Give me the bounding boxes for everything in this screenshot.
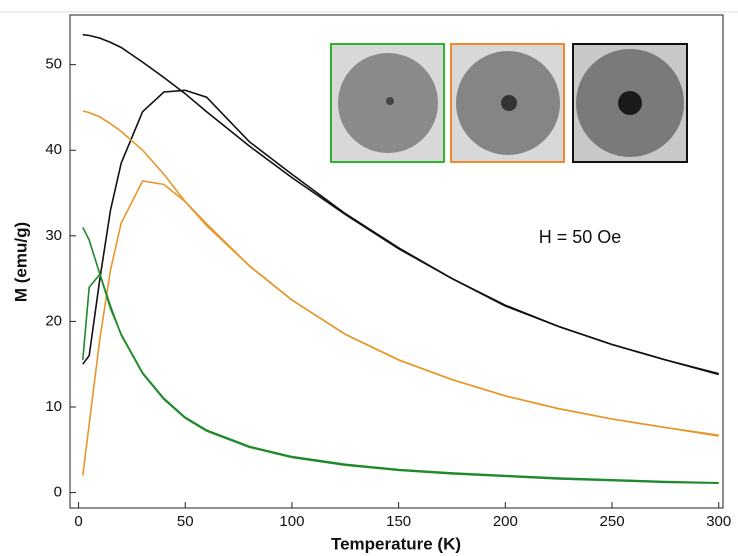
data-line [82, 89, 719, 376]
y-tick-label: 20 [45, 312, 62, 329]
y-tick-label: 10 [45, 398, 62, 415]
y-tick-label: 50 [45, 56, 62, 73]
inset-core [618, 91, 642, 115]
insets [330, 43, 688, 163]
inset-core [501, 95, 517, 111]
data-line [82, 272, 719, 484]
data-line [82, 226, 719, 484]
plot-frame [69, 14, 724, 509]
x-tick-label: 250 [600, 513, 625, 530]
y-tick-label: 40 [45, 141, 62, 158]
annotation: H = 50 Oe [539, 227, 622, 247]
x-tick-label: 150 [386, 513, 411, 530]
x-axis-title: Temperature (K) [331, 534, 461, 553]
y-tick-label: 30 [45, 227, 62, 244]
inset-core [386, 97, 394, 105]
y-tick-label: 0 [54, 484, 62, 501]
x-tick-label: 0 [74, 513, 82, 530]
x-tick-label: 100 [279, 513, 304, 530]
data-line [82, 180, 719, 476]
x-tick-label: 50 [177, 513, 194, 530]
x-tick-label: 300 [706, 513, 731, 530]
y-axis-title: M (emu/g) [11, 222, 30, 302]
x-tick-label: 200 [493, 513, 518, 530]
